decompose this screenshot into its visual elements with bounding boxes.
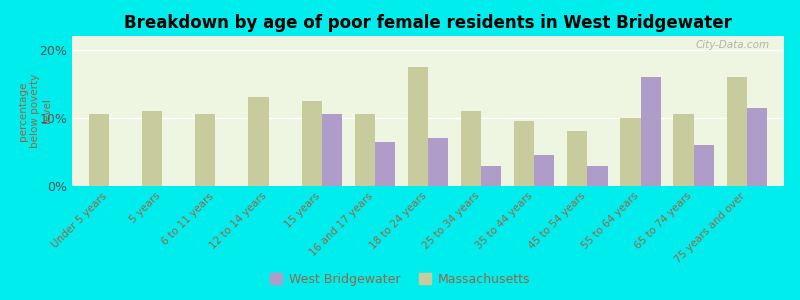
- Legend: West Bridgewater, Massachusetts: West Bridgewater, Massachusetts: [265, 268, 535, 291]
- Bar: [534, 155, 554, 186]
- Bar: [249, 98, 269, 186]
- Bar: [302, 101, 322, 186]
- Bar: [428, 138, 448, 186]
- Bar: [747, 108, 767, 186]
- Bar: [641, 77, 661, 186]
- Bar: [726, 77, 747, 186]
- Bar: [375, 142, 395, 186]
- Y-axis label: percentage
below poverty
level: percentage below poverty level: [18, 74, 52, 148]
- Bar: [620, 118, 641, 186]
- Bar: [142, 111, 162, 186]
- Bar: [567, 131, 587, 186]
- Bar: [408, 67, 428, 186]
- Bar: [89, 114, 109, 186]
- Bar: [322, 114, 342, 186]
- Bar: [481, 166, 502, 186]
- Bar: [587, 166, 607, 186]
- Bar: [461, 111, 481, 186]
- Title: Breakdown by age of poor female residents in West Bridgewater: Breakdown by age of poor female resident…: [124, 14, 732, 32]
- Bar: [514, 121, 534, 186]
- Bar: [694, 145, 714, 186]
- Bar: [195, 114, 215, 186]
- Text: City-Data.com: City-Data.com: [696, 40, 770, 50]
- Bar: [674, 114, 694, 186]
- Bar: [354, 114, 375, 186]
